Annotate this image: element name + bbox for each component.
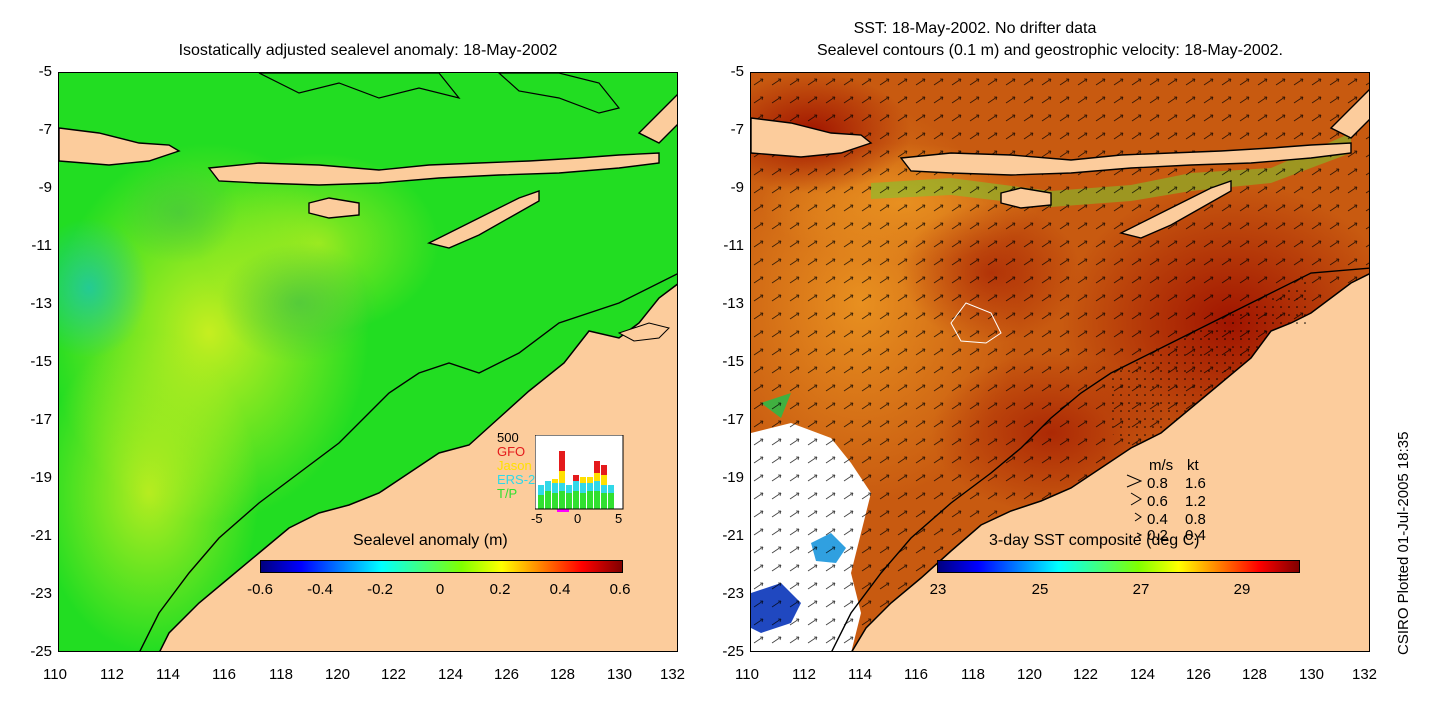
left-y-tick: -17: [30, 411, 52, 428]
sst-velocity-map: [751, 73, 1369, 651]
right-y-tick: -5: [730, 63, 744, 80]
velocity-legend-row: 0.8: [1185, 511, 1206, 528]
left-colorbar-label: -0.4: [307, 581, 333, 598]
left-y-tick: -19: [30, 469, 52, 486]
velocity-legend-header-kt: kt: [1187, 457, 1199, 474]
inset-x-label-zero: 0: [574, 511, 582, 526]
right-x-tick: 132: [1352, 666, 1378, 683]
right-x-tick: 120: [1017, 666, 1043, 683]
velocity-legend-row: 0.4: [1147, 511, 1168, 528]
left-x-tick: 114: [156, 666, 180, 683]
left-y-tick: -21: [30, 527, 52, 544]
right-colorbar-title: 3-day SST composite (deg C): [989, 532, 1200, 549]
left-y-tick: -5: [38, 63, 52, 80]
right-x-tick: 112: [792, 666, 816, 683]
right-x-tick: 118: [961, 666, 985, 683]
right-y-tick: -23: [722, 585, 744, 602]
velocity-legend-row: 0.2: [1147, 527, 1168, 544]
right-x-tick: 130: [1299, 666, 1325, 683]
left-y-tick: -9: [38, 179, 52, 196]
left-colorbar-label: 0: [435, 581, 445, 598]
left-x-tick: 118: [269, 666, 293, 683]
right-colorbar-label: 25: [1031, 581, 1049, 598]
left-y-tick: -23: [30, 585, 52, 602]
right-x-tick: 128: [1242, 666, 1268, 683]
left-x-tick: 130: [607, 666, 633, 683]
inset-x-label-min: -5: [531, 511, 543, 526]
right-y-tick: -9: [730, 179, 744, 196]
sealevel-anomaly-map: [59, 73, 677, 651]
velocity-legend-arrows: [1126, 474, 1143, 538]
left-x-tick: 112: [100, 666, 124, 683]
right-y-tick: -19: [722, 469, 744, 486]
altimeter-inset: 500 GFO Jason ERS-2 T/P -5 0: [479, 430, 629, 528]
left-y-tick: -7: [38, 121, 52, 138]
inset-legend-tp: T/P: [497, 486, 518, 501]
right-x-tick: 110: [735, 666, 759, 683]
right-x-tick: 124: [1130, 666, 1156, 683]
right-x-tick: 122: [1073, 666, 1099, 683]
inset-bars: [538, 451, 614, 509]
right-colorbar-label: 23: [929, 581, 947, 598]
left-map-plot[interactable]: 500 GFO Jason ERS-2 T/P -5 0: [58, 72, 678, 652]
left-colorbar-label: -0.6: [247, 581, 273, 598]
velocity-legend-row: 0.8: [1147, 475, 1168, 492]
velocity-legend-row: 0.4: [1185, 527, 1206, 544]
right-colorbar-label: 27: [1132, 581, 1150, 598]
left-y-tick: -11: [31, 237, 52, 254]
left-x-tick: 122: [381, 666, 407, 683]
plot-credit: CSIRO Plotted 01-Jul-2005 18:35: [1395, 431, 1412, 655]
right-map-title-line2: Sealevel contours (0.1 m) and geostrophi…: [816, 42, 1283, 59]
left-x-tick: 132: [660, 666, 686, 683]
left-map-title: Isostatically adjusted sealevel anomaly:…: [178, 42, 558, 59]
left-colorbar-label: 0.4: [549, 581, 571, 598]
right-colorbar: [937, 560, 1300, 573]
inset-legend-jason: Jason: [497, 458, 532, 473]
left-y-tick: -15: [30, 353, 52, 370]
velocity-legend-header-ms: m/s: [1149, 457, 1174, 474]
left-colorbar-label: -0.2: [367, 581, 393, 598]
left-y-tick: -25: [30, 643, 52, 660]
left-colorbar-label: 0.6: [609, 581, 631, 598]
left-colorbar-title: Sealevel anomaly (m): [353, 532, 508, 549]
right-map-title-line1: SST: 18-May-2002. No drifter data: [853, 20, 1097, 37]
left-y-tick: -13: [30, 295, 52, 312]
inset-x-label-max: 5: [615, 511, 623, 526]
right-y-tick: -15: [722, 353, 744, 370]
velocity-legend-row: 0.6: [1147, 493, 1168, 510]
right-x-tick: 114: [848, 666, 872, 683]
right-map-plot[interactable]: m/s kt 0.8 1.6 0.6 1.2 0.4 0.8 0.2 0.4 3…: [750, 72, 1370, 652]
velocity-legend-row: 1.2: [1185, 493, 1206, 510]
right-y-tick: -7: [730, 121, 744, 138]
left-x-tick: 110: [43, 666, 67, 683]
right-colorbar-label: 29: [1233, 581, 1251, 598]
right-y-tick: -11: [723, 237, 744, 254]
right-y-tick: -17: [722, 411, 744, 428]
right-x-tick: 126: [1186, 666, 1212, 683]
inset-legend-ers2: ERS-2: [497, 472, 536, 487]
left-colorbar-label: 0.2: [489, 581, 511, 598]
right-x-tick: 116: [904, 666, 928, 683]
right-y-tick: -13: [722, 295, 744, 312]
left-x-tick: 120: [325, 666, 351, 683]
right-y-tick: -21: [722, 527, 744, 544]
left-x-tick: 128: [550, 666, 576, 683]
right-y-tick: -25: [722, 643, 744, 660]
left-colorbar: [260, 560, 623, 573]
left-x-tick: 116: [212, 666, 236, 683]
left-x-tick: 126: [494, 666, 520, 683]
inset-bar-chart: [535, 435, 624, 512]
inset-legend-gfo: GFO: [497, 444, 526, 459]
left-x-tick: 124: [438, 666, 464, 683]
inset-count-label: 500: [497, 430, 519, 445]
velocity-legend-row: 1.6: [1185, 475, 1206, 492]
